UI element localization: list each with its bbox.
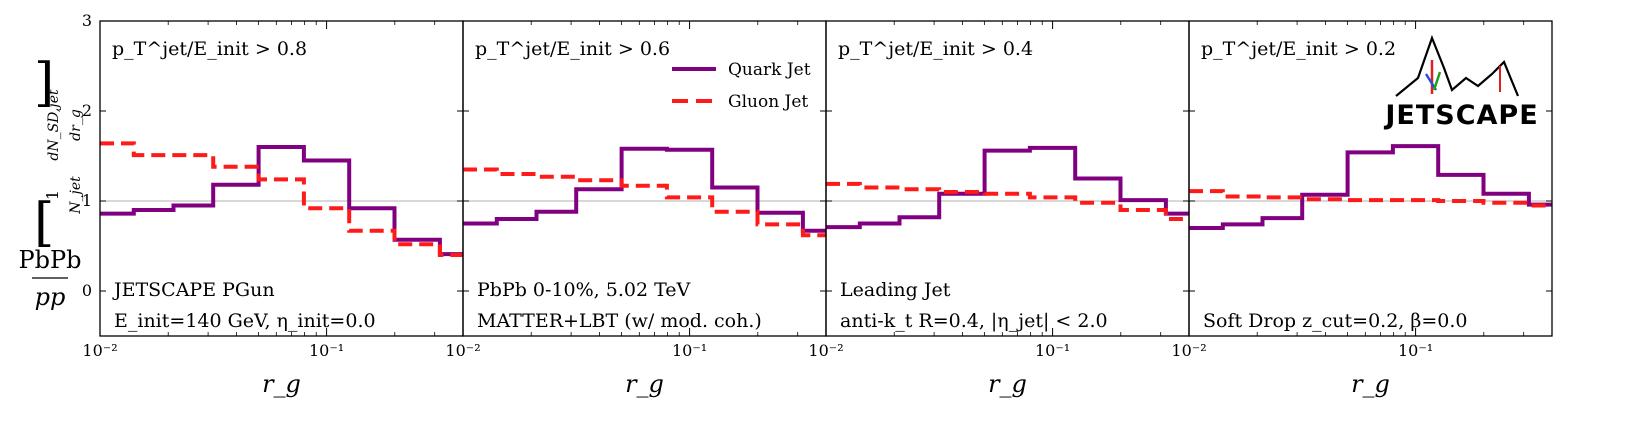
gluon-series-panel-3: [826, 181, 1189, 221]
quark-series-panel-3: [826, 145, 1189, 230]
x-axis-label: r_g: [262, 370, 301, 398]
ylabel-deriv-den: dr_g: [68, 109, 84, 141]
ylabel-open-bracket: [: [34, 193, 54, 253]
x-axis-label: r_g: [988, 370, 1027, 398]
y-tick-label: 2: [82, 101, 92, 120]
panel-note-line: PbPb 0-10%, 5.02 TeV: [477, 279, 691, 301]
panel-note-line: Leading Jet: [840, 279, 951, 301]
y-tick-label: 1: [82, 191, 92, 210]
ylabel-deriv-num: dN_SD,jet: [46, 89, 62, 161]
ylabel-numerator: PbPb: [18, 246, 81, 274]
x-tick-label: 10⁻²: [808, 341, 843, 360]
y-tick-label: 0: [82, 281, 92, 300]
gluon-series-panel-4: [1189, 189, 1552, 208]
panel-1: 10⁻² 10⁻¹ r_g p_T^jet/E_init > 0.8 JETSCAPE …: [82, 20, 464, 398]
y-tick-label: 3: [82, 11, 92, 30]
logo-green-bar: [1432, 71, 1442, 91]
panel-cut-label: p_T^jet/E_init > 0.6: [475, 38, 670, 60]
ylabel-inner-num: 1: [43, 190, 62, 200]
x-tick-label: 10⁻²: [82, 341, 117, 360]
panel-cut-label: p_T^jet/E_init > 0.8: [112, 38, 307, 60]
x-tick-label: 10⁻²: [445, 341, 480, 360]
panel-frame: [1188, 20, 1553, 337]
panel-note-line: MATTER+LBT (w/ mod. coh.): [477, 310, 762, 332]
legend: Quark Jet Gluon Jet: [672, 60, 811, 112]
x-tick-label: 10⁻¹: [309, 341, 344, 360]
quark-series-panel-2: [463, 146, 826, 233]
x-tick-label: 10⁻¹: [672, 341, 707, 360]
quark-series-panel-4: [1189, 144, 1552, 230]
quark-series-panel-1: [100, 145, 463, 257]
ylabel-inner-fraction: 1 N_jet dN_SD,jet dr_g: [43, 89, 84, 215]
logo-text: JETSCAPE: [1383, 100, 1538, 131]
panel-note-line: anti-k_t R=0.4, |η_jet| < 2.0: [840, 310, 1108, 332]
panel-2: 10⁻² 10⁻¹ r_g p_T^jet/E_init > 0.6 PbPb 0-10…: [445, 20, 827, 398]
x-axis-label: r_g: [625, 370, 664, 398]
x-tick-label: 10⁻²: [1171, 341, 1206, 360]
panel-note-line: E_init=140 GeV, η_init=0.0: [114, 310, 376, 332]
x-axis-label: r_g: [1351, 370, 1390, 398]
panel-cut-label: p_T^jet/E_init > 0.4: [838, 38, 1033, 60]
y-axis-label: PbPb pp [ ] 1 N_jet dN_SD,jet dr_g: [18, 53, 84, 311]
ylabel-close-bracket: ]: [34, 53, 54, 113]
jetscape-logo: JETSCAPE: [1383, 34, 1538, 131]
panel-3: 10⁻² 10⁻¹ r_g p_T^jet/E_init > 0.4 Leading J…: [808, 20, 1190, 398]
panel-note-line: Soft Drop z_cut=0.2, β=0.0: [1203, 310, 1467, 332]
ylabel-inner-den: N_jet: [68, 176, 84, 215]
gluon-series-panel-1: [100, 141, 463, 257]
x-tick-label: 10⁻¹: [1398, 341, 1433, 360]
x-tick-label: 10⁻¹: [1035, 341, 1070, 360]
ylabel-denominator: pp: [35, 283, 66, 311]
legend-gluon-label: Gluon Jet: [728, 92, 808, 112]
panel-note-line: JETSCAPE PGun: [112, 279, 275, 301]
legend-quark-label: Quark Jet: [728, 60, 811, 80]
gluon-series-panel-2: [463, 167, 826, 238]
panel-cut-label: p_T^jet/E_init > 0.2: [1201, 38, 1396, 60]
panel-4: 10⁻² 10⁻¹ r_g p_T^jet/E_init > 0.2 Soft Drop…: [1171, 20, 1553, 398]
